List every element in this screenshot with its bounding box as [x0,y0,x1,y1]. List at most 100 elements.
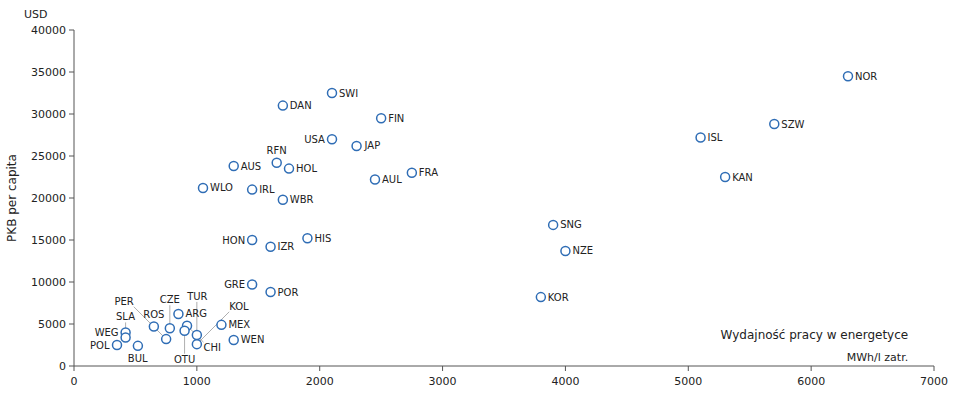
point [229,162,238,171]
point-label: IRL [259,184,275,195]
point [328,89,337,98]
x-tick [319,366,320,371]
y-tick [69,72,74,73]
y-axis-label: PKB per capita [5,154,19,242]
point-label: PER [114,296,133,307]
point [121,333,130,342]
point [407,168,416,177]
point [371,175,380,184]
point [278,195,287,204]
x-tick [688,366,689,371]
y-tick-label: 35000 [31,66,66,79]
point-label: FRA [419,167,438,178]
y-tick-label: 5000 [38,318,66,331]
point-label: WBR [290,194,314,205]
x-tick [442,366,443,371]
point-label: TUR [186,291,207,302]
point [328,135,337,144]
point-label: POL [90,340,110,351]
y-tick [69,30,74,31]
point-label: USA [304,134,325,145]
point-label: RFN [267,145,287,156]
point-label: HOL [296,163,317,174]
point [162,335,171,344]
point [113,341,122,350]
x-tick-label: 7000 [920,375,948,388]
point [303,234,312,243]
y-tick-label: 15000 [31,234,66,247]
x-tick-label: 6000 [797,375,825,388]
y-tick-label: 40000 [31,24,66,37]
point-label: MEX [228,319,250,330]
point [266,288,275,297]
point-label: HIS [314,233,331,244]
point-label: JAP [364,140,381,151]
point [217,320,226,329]
point [561,246,570,255]
point-label: WLO [210,182,233,193]
point [352,141,361,150]
y-tick [69,240,74,241]
point [248,185,257,194]
point-label: GRE [224,279,245,290]
chart: 0100020003000400050006000700005000100001… [0,0,960,400]
point [229,335,238,344]
point [844,72,853,81]
axes: 0100020003000400050006000700005000100001… [31,24,948,388]
x-axis-line [74,366,934,367]
point [377,114,386,123]
point [770,120,779,129]
points [113,72,853,351]
y-tick-label: 20000 [31,192,66,205]
point [696,133,705,142]
point-label: KOR [548,292,569,303]
point-label: CHI [204,342,221,353]
point-label: ARG [185,308,207,319]
x-tick-label: 1000 [183,375,211,388]
point [248,236,257,245]
point-label: NOR [855,71,877,82]
point [199,183,208,192]
point-label: WEN [241,334,265,345]
point [192,330,201,339]
point [174,309,183,318]
y-tick [69,282,74,283]
x-tick [811,366,812,371]
leader-line [169,305,170,324]
point [266,242,275,251]
point [248,280,257,289]
point-label: AUS [241,161,262,172]
point-label: NZE [572,245,593,256]
point-label: WEG [95,327,119,338]
point [278,101,287,110]
y-tick-label: 30000 [31,108,66,121]
x-tick [934,366,935,371]
point-label: FIN [388,113,404,124]
y-tick [69,324,74,325]
x-tick-label: 3000 [429,375,457,388]
point-label: BUL [128,353,148,364]
point-label: ISL [708,132,723,143]
x-tick-label: 5000 [674,375,702,388]
point-label: POR [278,287,299,298]
y-tick-label: 0 [59,360,66,373]
point [165,324,174,333]
point [180,326,189,335]
x-tick-label: 2000 [306,375,334,388]
y-tick [69,156,74,157]
x-tick-label: 0 [71,375,78,388]
y-tick-label: 10000 [31,276,66,289]
y-tick [69,114,74,115]
point [285,164,294,173]
y-axis-unit: USD [24,8,48,21]
point [149,322,158,331]
point [192,340,201,349]
point-label: HON [222,235,245,246]
y-tick-label: 25000 [31,150,66,163]
point-label: SZW [781,119,804,130]
y-tick [69,366,74,367]
x-tick [196,366,197,371]
point-label: OTU [174,354,195,365]
point-label: KAN [732,172,753,183]
point [536,293,545,302]
